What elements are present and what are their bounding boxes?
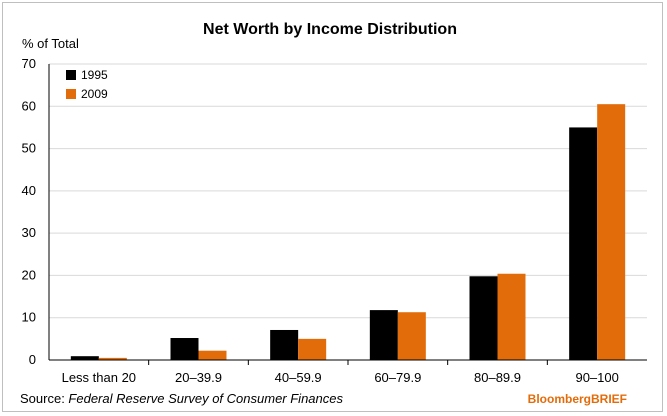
- x-tick-label: 20–39.9: [175, 370, 222, 385]
- y-tick-label: 10: [22, 310, 36, 325]
- bar-1995-0: [70, 356, 99, 360]
- y-tick-label: 40: [22, 183, 36, 198]
- x-tick-labels: Less than 20 20–39.9 40–59.9 60–79.9 80–89.9…: [62, 370, 619, 385]
- bar-2009-4: [497, 273, 526, 360]
- bar-1995-3: [369, 310, 398, 360]
- y-tick-label: 60: [22, 98, 36, 113]
- x-tick-label: 60–79.9: [374, 370, 421, 385]
- legend-label-2009: 2009: [81, 87, 108, 101]
- bar-1995-1: [170, 338, 199, 360]
- gridlines: [49, 63, 647, 319]
- bar-2009-2: [298, 338, 327, 360]
- x-tick-label: 80–89.9: [474, 370, 521, 385]
- legend-label-1995: 1995: [81, 68, 108, 82]
- brand-logo: BloombergBRIEF: [528, 392, 627, 406]
- chart-frame: [2, 2, 663, 412]
- chart-title: Net Worth by Income Distribution: [203, 21, 457, 38]
- bars: [70, 104, 626, 361]
- bar-2009-1: [198, 350, 227, 360]
- bar-2009-3: [397, 312, 426, 360]
- y-tick-label: 50: [22, 141, 36, 156]
- bar-1995-5: [569, 127, 598, 360]
- y-tick-label: 70: [22, 56, 36, 71]
- x-tick-label: 90–100: [575, 370, 618, 385]
- legend-swatch-1995: [66, 70, 76, 80]
- y-tick-label: 30: [22, 225, 36, 240]
- bar-2009-0: [98, 357, 127, 360]
- bar-2009-5: [597, 104, 626, 361]
- axes: [48, 64, 647, 365]
- source-text: Federal Reserve Survey of Consumer Finan…: [68, 391, 343, 406]
- y-tick-label: 20: [22, 267, 36, 282]
- source-note: Source: Federal Reserve Survey of Consum…: [20, 391, 343, 406]
- bar-1995-4: [469, 276, 498, 360]
- x-tick-label: Less than 20: [62, 370, 136, 385]
- x-tick-label: 40–59.9: [275, 370, 322, 385]
- y-tick-label: 0: [29, 352, 36, 367]
- legend: 1995 2009: [66, 68, 108, 101]
- source-prefix: Source:: [20, 391, 68, 406]
- legend-swatch-2009: [66, 89, 76, 99]
- y-tick-labels: 0 10 20 30 40 50 60 70: [22, 56, 36, 367]
- y-axis-label: % of Total: [22, 36, 79, 51]
- bar-1995-2: [270, 329, 299, 360]
